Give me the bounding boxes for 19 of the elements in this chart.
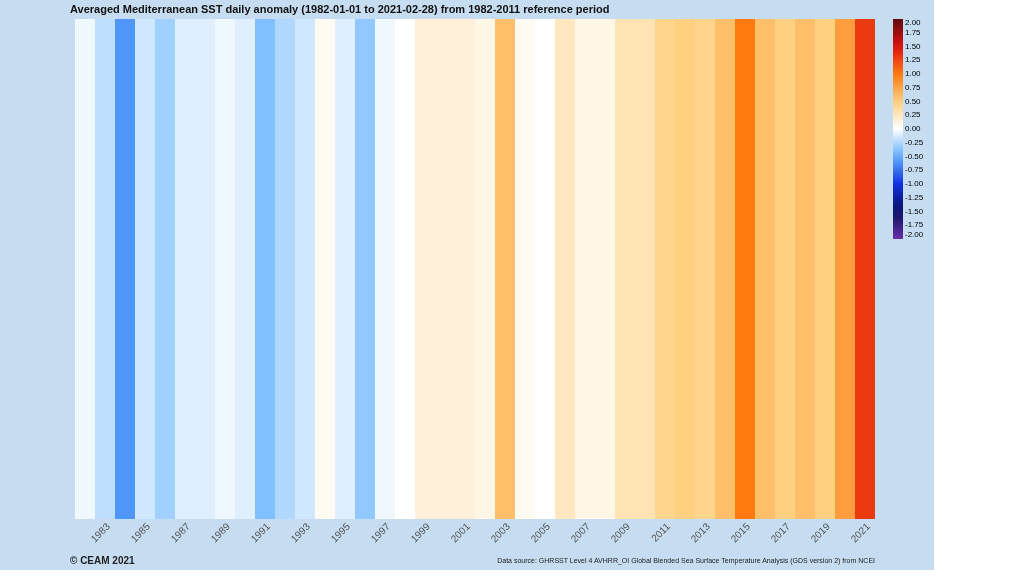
color-bar-label: -0.50 xyxy=(905,151,924,161)
color-bar-label: -1.00 xyxy=(905,179,924,188)
color-bar-label: -1.75 xyxy=(905,220,924,230)
color-bar-label: -1.25 xyxy=(905,192,924,202)
chart-title: Averaged Mediterranean SST daily anomaly (1982-01-01 to 2021-02-28) from 1982-2011 reference period xyxy=(70,3,610,15)
color-bar-label: -0.25 xyxy=(905,137,924,147)
text: © CEAM 2021 xyxy=(70,555,136,566)
color-bar-label: 1.50 xyxy=(905,41,922,51)
color-bar-label: -0.75 xyxy=(905,165,924,175)
color-bar-label: 0.50 xyxy=(905,96,922,106)
color-bar-label: 0.75 xyxy=(905,82,922,92)
color-bar-label: 1.00 xyxy=(905,69,922,78)
color-bar-label: 1.25 xyxy=(905,55,922,65)
color-bar-label: 2.00 xyxy=(905,18,922,27)
color-bar-label: -2.00 xyxy=(905,230,924,239)
color-bar-label: -1.50 xyxy=(905,206,924,216)
color-bar-label: 0.00 xyxy=(905,124,922,133)
color-bar-label: 0.25 xyxy=(905,110,922,120)
color-bar-label: 1.75 xyxy=(905,27,922,37)
